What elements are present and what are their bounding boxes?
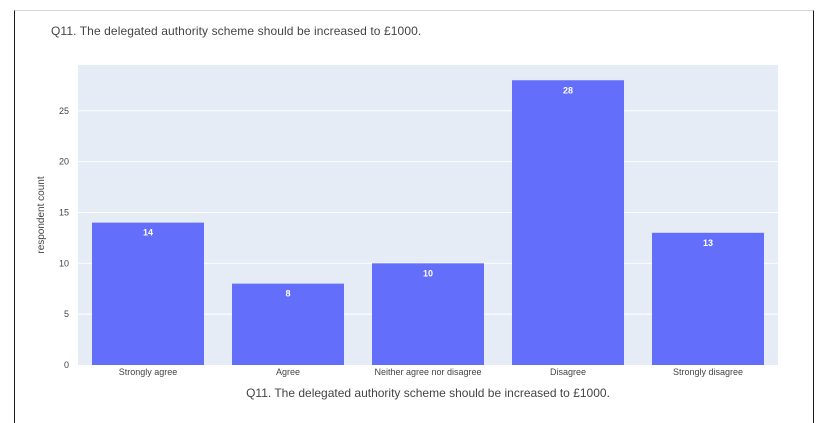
x-axis-label: Q11. The delegated authority scheme shou… — [246, 386, 610, 400]
data-label: 14 — [143, 228, 153, 238]
data-label: 13 — [703, 238, 713, 248]
y-tick-label: 10 — [59, 258, 69, 268]
bar-strongly-disagree — [652, 232, 764, 365]
y-tick-label: 0 — [64, 360, 69, 370]
y-tick-label: 15 — [59, 207, 69, 217]
bars: 14 8 10 28 13 — [92, 80, 764, 365]
x-tick-label: Strongly disagree — [673, 367, 743, 377]
x-tick-label: Agree — [276, 367, 300, 377]
bar-neither-agree-nor-disagree — [372, 263, 484, 365]
bar-disagree — [512, 80, 624, 365]
y-tick-label: 25 — [59, 106, 69, 116]
y-axis-label: respondent count — [36, 176, 47, 254]
data-label: 8 — [285, 289, 290, 299]
y-tick-label: 20 — [59, 157, 69, 167]
bar-strongly-agree — [92, 222, 204, 365]
x-tick-label: Neither agree nor disagree — [374, 367, 481, 377]
chart-title: Q11. The delegated authority scheme shou… — [51, 24, 422, 38]
x-axis-ticks: Strongly agree Agree Neither agree nor dis… — [119, 367, 743, 377]
x-tick-label: Disagree — [550, 367, 586, 377]
x-tick-label: Strongly agree — [119, 367, 178, 377]
data-label: 10 — [423, 268, 433, 278]
y-tick-label: 5 — [64, 309, 69, 319]
data-label: 28 — [563, 85, 573, 95]
y-axis-ticks: 0 5 10 15 20 25 — [59, 106, 69, 370]
bar-agree — [232, 283, 344, 365]
